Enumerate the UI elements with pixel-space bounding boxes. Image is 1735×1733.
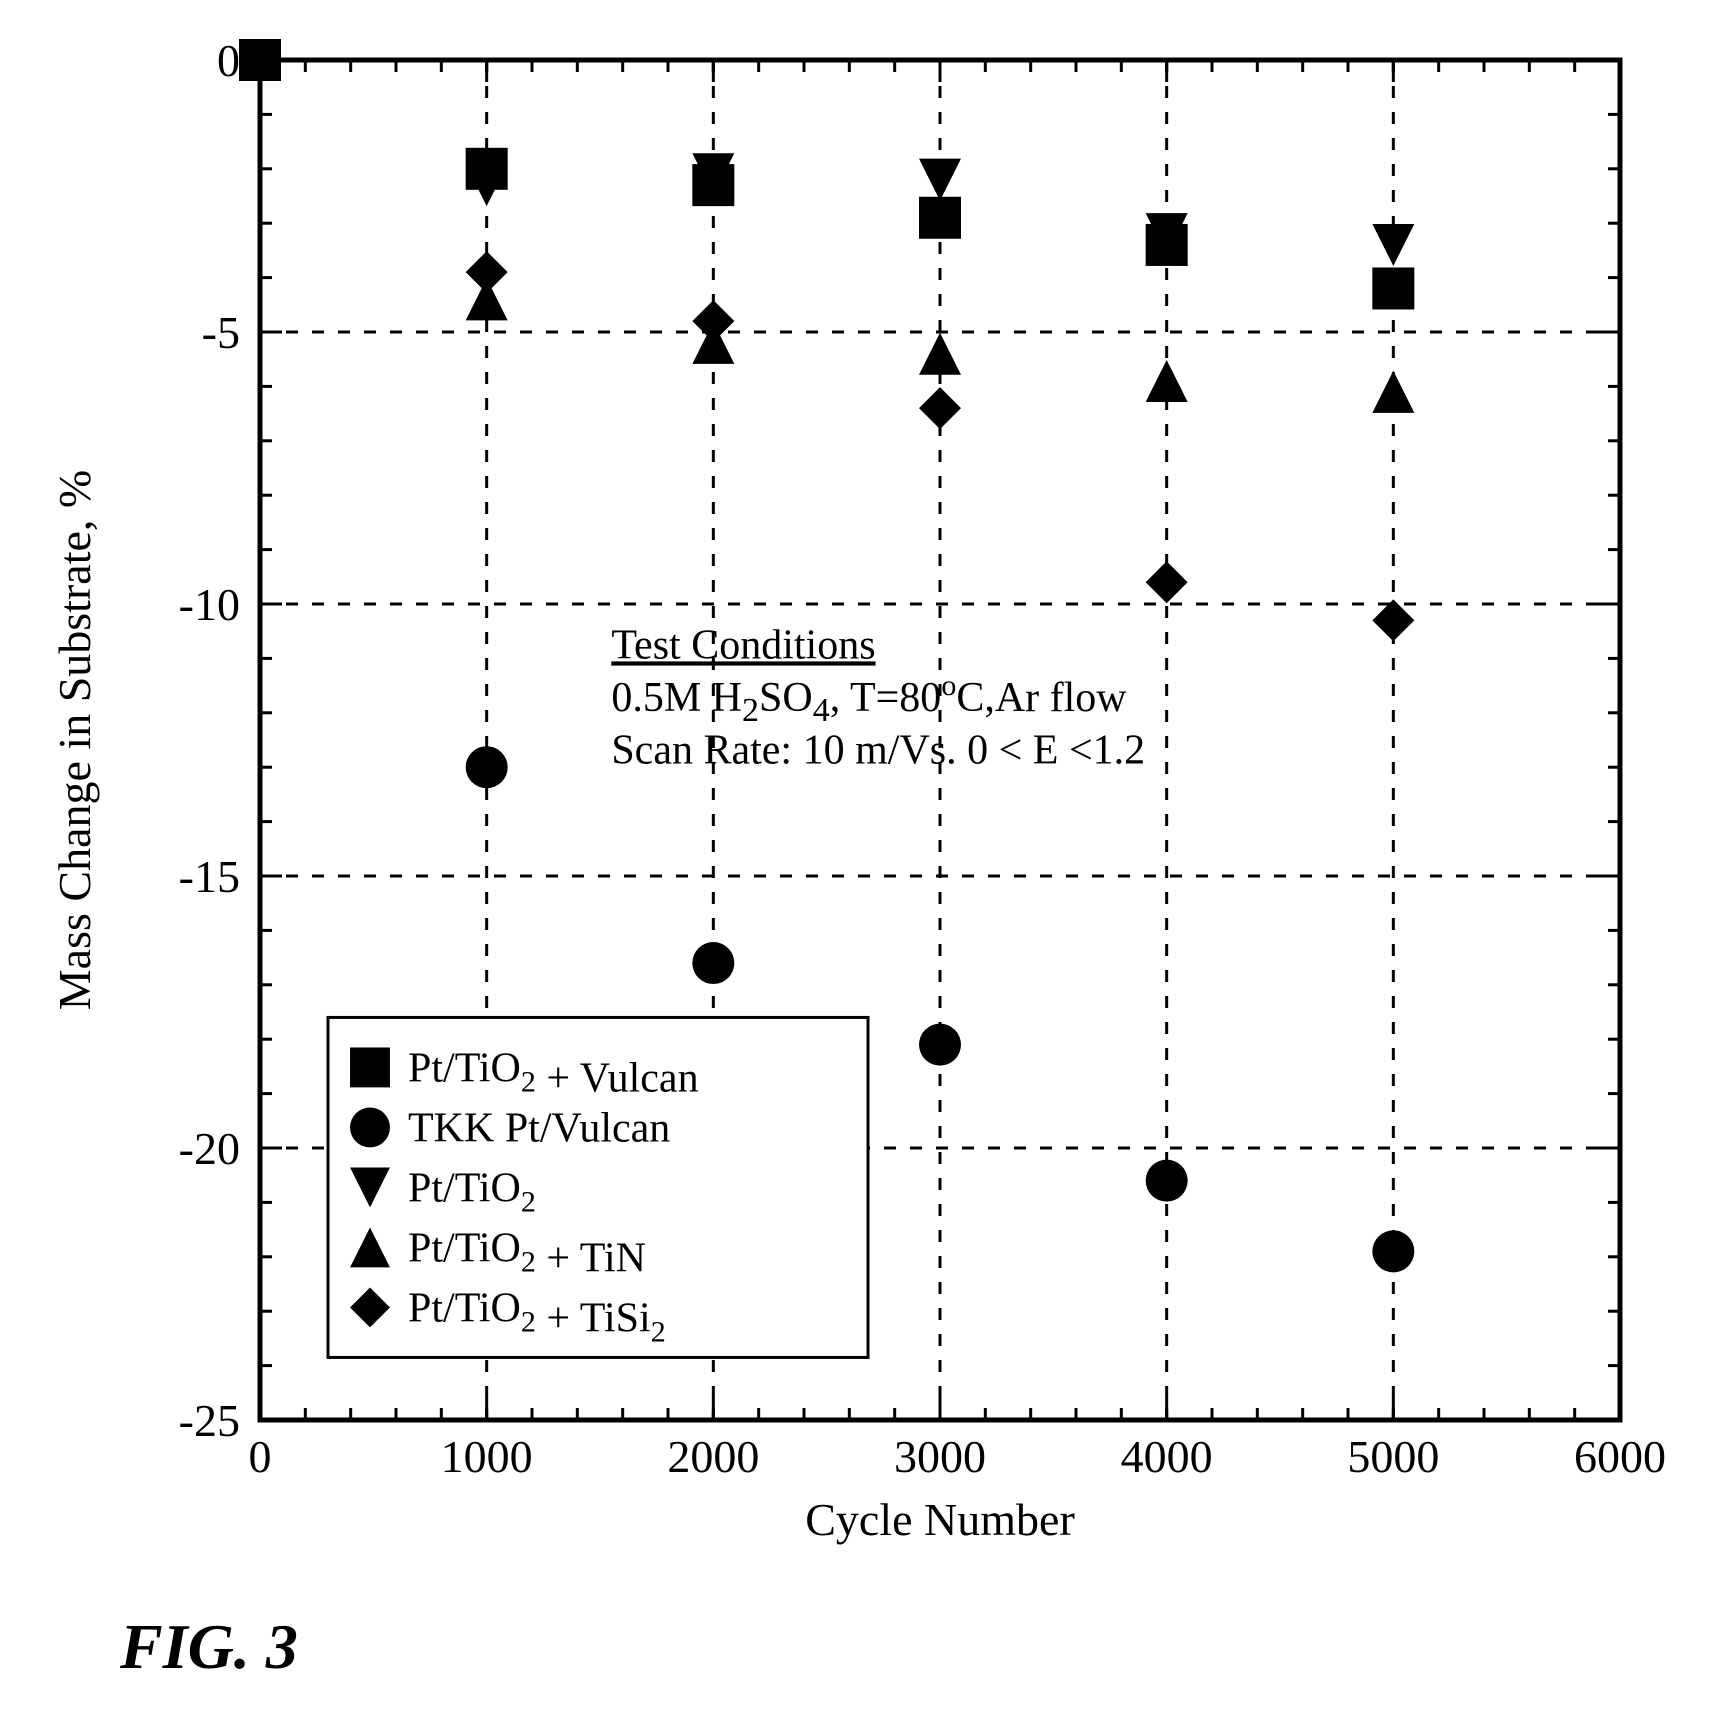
mass-change-chart: 0 1000 2000 3000 4000 5000 6000 0 -5 -10 -15 -20 -25… [0,0,1735,1600]
y-tick-label: -10 [179,579,240,630]
y-tick-label: -20 [179,1123,240,1174]
y-axis-label: Mass Change in Substrate, % [49,470,100,1010]
legend-item-label: TKK Pt/Vulcan [408,1105,670,1151]
y-tick-label: -15 [179,851,240,902]
y-tick-label: -25 [179,1395,240,1446]
legend-item-label: Pt/TiO2 [408,1165,536,1218]
y-tick-label: -5 [202,307,240,358]
x-tick-label: 4000 [1121,1431,1213,1482]
x-tick-label: 2000 [667,1431,759,1482]
x-tick-label: 1000 [441,1431,533,1482]
x-tick-label: 3000 [894,1431,986,1482]
x-tick-label: 6000 [1574,1431,1666,1482]
y-tick-label: 0 [217,35,240,86]
svg-text:Scan Rate: 10 m/Vs. 0 < E <1.2: Scan Rate: 10 m/Vs. 0 < E <1.2 [611,727,1145,773]
x-axis-label: Cycle Number [805,1494,1075,1545]
legend: Pt/TiO2 + VulcanTKK Pt/VulcanPt/TiO2Pt/T… [328,1017,868,1357]
figure-label: FIG. 3 [120,1610,298,1684]
x-tick-label: 5000 [1347,1431,1439,1482]
svg-text:Test Conditions: Test Conditions [611,622,875,668]
svg-text:0.5M H2SO4, T=80oC,Ar flow: 0.5M H2SO4, T=80oC,Ar flow [611,669,1127,729]
x-tick-label: 0 [249,1431,272,1482]
page: { "figure_label": "FIG. 3", "chart": { "… [0,0,1735,1733]
